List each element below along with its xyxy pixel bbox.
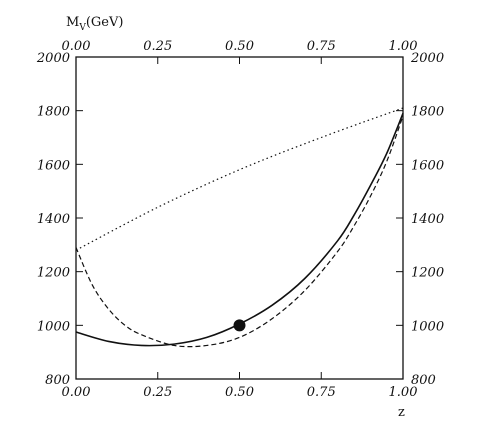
y-tick-label-left: 1600 (37, 158, 70, 173)
y-axis-title-sub: V (78, 23, 86, 33)
y-tick-label-right: 1200 (411, 266, 444, 281)
y-axis-title-main: M (66, 15, 79, 30)
y-tick-label-right: 1800 (411, 105, 444, 120)
y-tick-label-left: 1800 (37, 105, 70, 120)
data-point-marker (233, 319, 246, 332)
y-axis-title-unit: (GeV) (86, 15, 124, 30)
plot-area: 0.00 0.00 0.25 0.25 0.50 0.50 0.75 0.75 1.00 1.00… (36, 39, 444, 400)
y-tick-label-right: 1400 (411, 212, 444, 227)
series-line-dashed (75, 115, 404, 348)
x-tick-label-bottom: 0.25 (143, 385, 172, 400)
x-tick-label-bottom: 0.00 (62, 385, 91, 400)
x-tick-label-bottom: 1.00 (389, 385, 418, 400)
y-tick-label-right: 1600 (411, 158, 444, 173)
y-axis-title: MV(GeV) (66, 15, 123, 33)
x-tick-label-top: 0.50 (225, 39, 254, 54)
x-axis-title: z (398, 405, 405, 420)
x-tick-label-top: 1.00 (389, 39, 418, 54)
series-line-dotted (75, 107, 404, 251)
y-tick-label-left: 800 (45, 373, 70, 388)
y-tick-label-right: 2000 (410, 51, 444, 66)
y-tick-label-right: 800 (411, 373, 436, 388)
y-tick-label-left: 1400 (37, 212, 70, 227)
y-tick-label-left: 1200 (37, 266, 70, 281)
x-tick-label-bottom: 0.75 (307, 385, 336, 400)
series-line-solid (75, 113, 404, 347)
x-tick-label-top: 0.25 (143, 39, 172, 54)
x-tick-label-top: 0.00 (62, 39, 91, 54)
x-tick-label-bottom: 0.50 (225, 385, 254, 400)
y-tick-label-left: 1000 (37, 319, 70, 334)
x-tick-label-top: 0.75 (307, 39, 336, 54)
y-tick-label-left: 2000 (36, 51, 70, 66)
y-tick-label-right: 1000 (411, 319, 444, 334)
